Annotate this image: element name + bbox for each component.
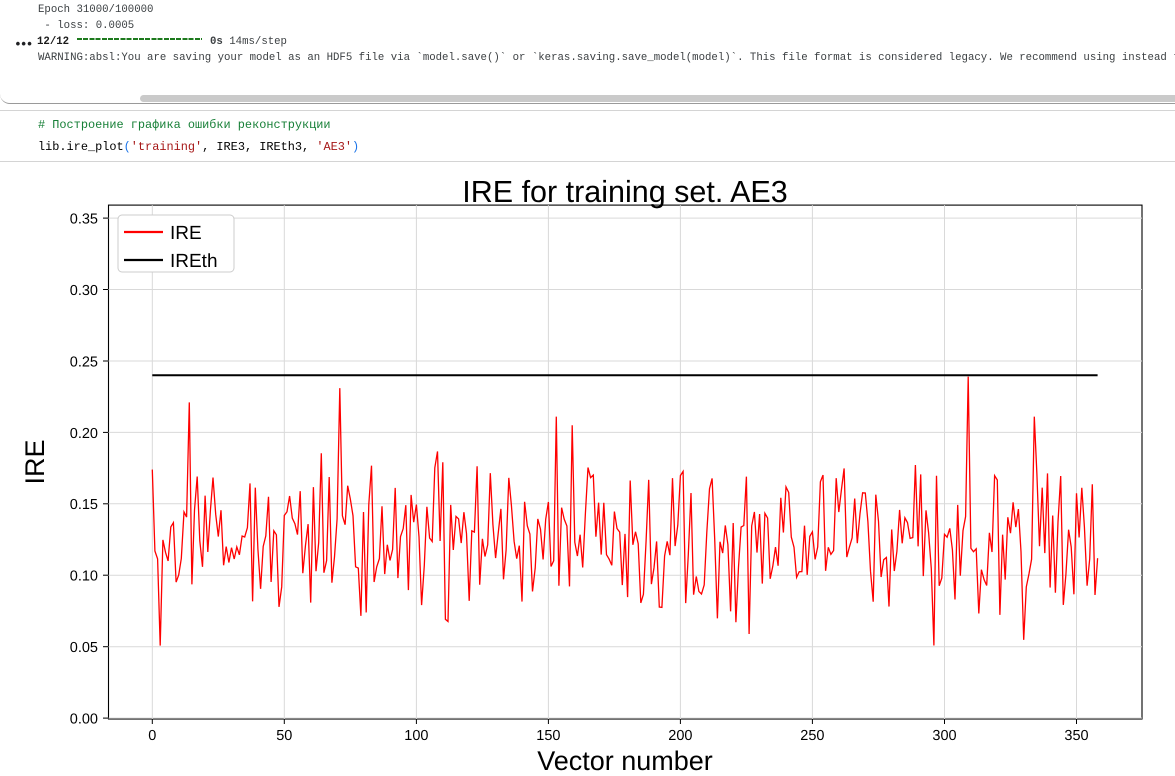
svg-text:IRE: IRE [170, 223, 202, 244]
svg-text:0.35: 0.35 [70, 212, 98, 228]
svg-text:Vector number: Vector number [537, 746, 713, 776]
svg-text:100: 100 [404, 728, 428, 744]
svg-text:0.10: 0.10 [70, 569, 98, 585]
svg-text:300: 300 [932, 728, 956, 744]
svg-text:0.20: 0.20 [70, 426, 98, 442]
svg-text:0: 0 [148, 728, 156, 744]
svg-text:350: 350 [1064, 728, 1088, 744]
svg-text:150: 150 [536, 728, 560, 744]
svg-text:250: 250 [800, 728, 824, 744]
svg-text:200: 200 [668, 728, 692, 744]
svg-text:0.25: 0.25 [70, 354, 98, 370]
svg-text:0.05: 0.05 [70, 640, 98, 656]
svg-text:0.15: 0.15 [70, 497, 98, 513]
svg-text:IRE: IRE [20, 439, 50, 484]
svg-text:0.00: 0.00 [70, 712, 98, 728]
svg-text:IREth: IREth [170, 251, 218, 272]
svg-text:0.30: 0.30 [70, 283, 98, 299]
svg-text:IRE for training set. AE3: IRE for training set. AE3 [462, 175, 788, 209]
svg-text:50: 50 [276, 728, 292, 744]
